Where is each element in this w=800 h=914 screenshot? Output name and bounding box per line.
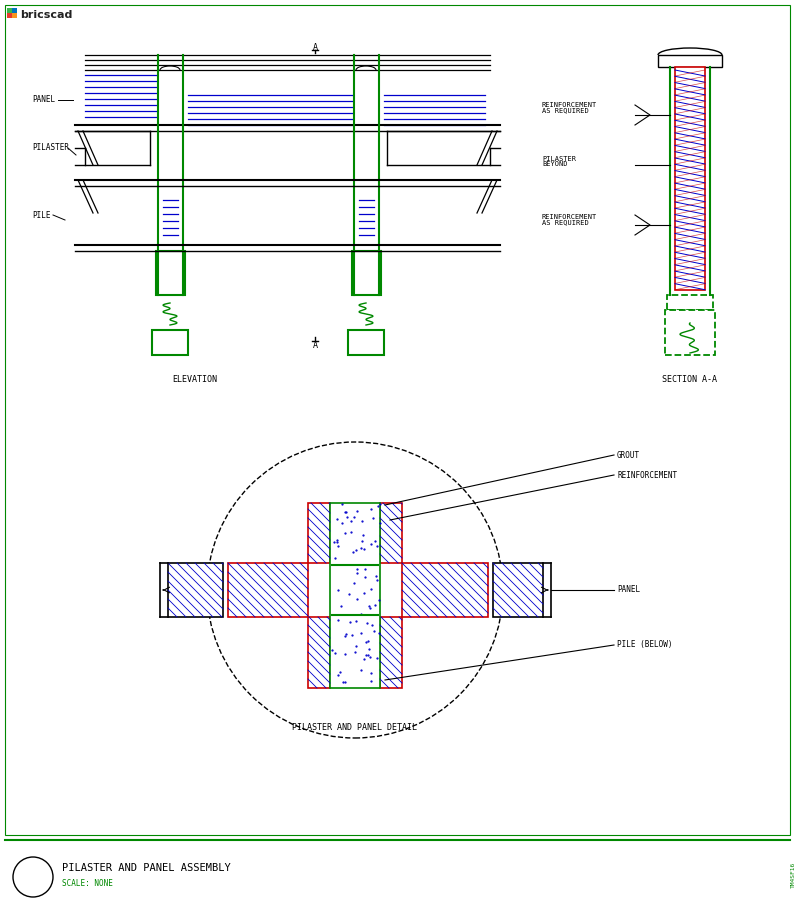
Bar	[675, 67, 705, 290]
Text: PILE: PILE	[32, 210, 50, 219]
Text: PANEL: PANEL	[617, 586, 640, 594]
Text: ELEVATION: ELEVATION	[173, 375, 218, 384]
Bar	[12, 8, 17, 13]
Text: BEYOND: BEYOND	[542, 161, 567, 167]
Bar	[168, 563, 223, 617]
Bar	[667, 295, 713, 310]
Bar	[156, 251, 185, 295]
Text: SECTION A-A: SECTION A-A	[662, 375, 718, 384]
Bar	[380, 617, 402, 688]
Bar	[308, 617, 330, 688]
Text: REINFORCEMENT: REINFORCEMENT	[542, 102, 598, 108]
Text: PILASTER: PILASTER	[542, 156, 576, 162]
Text: SCALE: NONE: SCALE: NONE	[62, 879, 113, 888]
Bar	[330, 503, 380, 688]
Bar	[12, 13, 17, 18]
Text: A: A	[313, 42, 318, 51]
Text: AS REQUIRED: AS REQUIRED	[542, 219, 589, 225]
Text: PILASTER AND PANEL ASSEMBLY: PILASTER AND PANEL ASSEMBLY	[62, 863, 230, 873]
Text: REINFORCEMENT: REINFORCEMENT	[542, 214, 598, 220]
Bar	[7, 8, 12, 13]
Bar	[658, 55, 722, 67]
Bar	[352, 251, 381, 295]
Text: PILASTER AND PANEL DETAIL: PILASTER AND PANEL DETAIL	[293, 723, 418, 732]
Bar	[7, 13, 12, 18]
Bar	[348, 330, 384, 355]
Bar	[228, 563, 308, 617]
Text: AS REQUIRED: AS REQUIRED	[542, 107, 589, 113]
Text: PILASTER: PILASTER	[32, 143, 69, 153]
Text: bricscad: bricscad	[20, 10, 72, 20]
Bar	[152, 330, 188, 355]
Text: GROUT: GROUT	[617, 451, 640, 460]
Bar	[665, 310, 715, 355]
Text: A: A	[313, 341, 318, 349]
Text: TM4SF16: TM4SF16	[790, 862, 795, 888]
Text: REINFORCEMENT: REINFORCEMENT	[617, 471, 677, 480]
Bar	[402, 563, 488, 617]
Bar	[380, 503, 402, 563]
Text: PANEL: PANEL	[32, 95, 55, 104]
Bar	[308, 503, 330, 563]
Text: PILE (BELOW): PILE (BELOW)	[617, 641, 673, 650]
Bar	[493, 563, 543, 617]
